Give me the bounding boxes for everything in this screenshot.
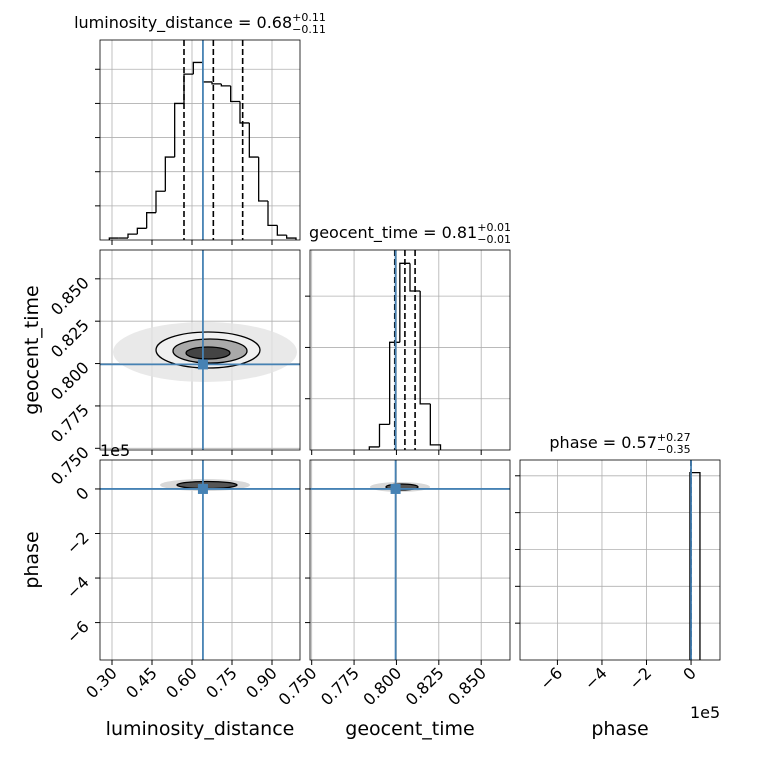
offset-label: 1e5 xyxy=(100,441,130,460)
panel-frame xyxy=(99,459,301,661)
histogram-bin xyxy=(230,85,240,103)
title-lower: −0.35 xyxy=(657,443,691,456)
panel-title: luminosity_distance = 0.68+0.11 −0.11 xyxy=(74,11,326,36)
histogram-bin xyxy=(286,235,297,240)
histogram-bin xyxy=(267,200,278,227)
histogram-bin xyxy=(220,83,231,87)
histogram-bin xyxy=(689,471,701,660)
axis-label: geocent_time xyxy=(345,718,474,740)
panel-frame xyxy=(99,249,301,451)
truth-marker xyxy=(197,359,208,370)
histogram-bin xyxy=(239,101,250,124)
title-lower: −0.11 xyxy=(292,23,326,36)
histogram-bin xyxy=(174,102,184,158)
axis-label: phase xyxy=(21,531,43,588)
contour xyxy=(185,346,231,360)
panel-title: geocent_time = 0.81+0.01 −0.01 xyxy=(309,221,511,246)
histogram-bin xyxy=(164,156,175,192)
truth-marker xyxy=(390,483,401,494)
histogram-bin xyxy=(258,157,268,202)
histogram-bin xyxy=(368,446,380,450)
axis-label: geocent_time xyxy=(21,285,43,414)
histogram-bin xyxy=(211,81,222,85)
histogram-bin xyxy=(192,61,203,75)
histogram-bin xyxy=(276,225,287,236)
density-layer xyxy=(113,322,430,492)
histogram-bin xyxy=(248,122,259,158)
histogram-bin xyxy=(108,237,119,240)
offset-label: 1e5 xyxy=(690,703,720,722)
histogram-bin xyxy=(146,212,156,229)
histogram-bin xyxy=(155,190,166,213)
histogram-bin xyxy=(409,263,421,292)
histogram-bin xyxy=(399,262,410,343)
axis-label: phase xyxy=(591,718,648,740)
histogram-bin xyxy=(183,73,194,104)
truth-marker xyxy=(197,483,208,494)
panel-frame xyxy=(309,249,511,451)
axis-label: luminosity_distance xyxy=(106,718,295,740)
title-upper: +0.01 xyxy=(477,221,511,234)
title-lower: −0.01 xyxy=(477,233,511,246)
histogram-bin xyxy=(419,291,431,405)
panel-frame xyxy=(519,459,721,661)
title-text: geocent_time = 0.81 xyxy=(309,223,477,243)
panel-title: phase = 0.57+0.27 −0.35 xyxy=(549,431,690,456)
histogram-bin xyxy=(127,233,138,239)
histogram-bin xyxy=(378,423,390,447)
histogram-bin xyxy=(429,403,442,450)
title-text: phase = 0.57 xyxy=(549,433,656,452)
histogram-bin xyxy=(136,227,147,235)
title-upper: +0.27 xyxy=(657,431,691,444)
title-text: luminosity_distance = 0.68 xyxy=(74,13,292,33)
title-upper: +0.11 xyxy=(292,11,326,24)
panel-frame xyxy=(99,39,301,241)
panel-frame xyxy=(309,459,511,661)
